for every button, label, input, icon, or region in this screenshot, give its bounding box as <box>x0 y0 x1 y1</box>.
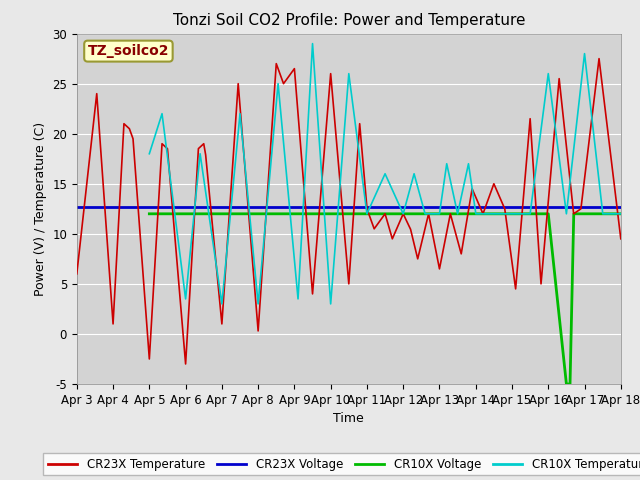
Text: TZ_soilco2: TZ_soilco2 <box>88 44 169 58</box>
X-axis label: Time: Time <box>333 412 364 425</box>
Legend: CR23X Temperature, CR23X Voltage, CR10X Voltage, CR10X Temperature: CR23X Temperature, CR23X Voltage, CR10X … <box>43 453 640 475</box>
Y-axis label: Power (V) / Temperature (C): Power (V) / Temperature (C) <box>34 122 47 296</box>
Title: Tonzi Soil CO2 Profile: Power and Temperature: Tonzi Soil CO2 Profile: Power and Temper… <box>173 13 525 28</box>
